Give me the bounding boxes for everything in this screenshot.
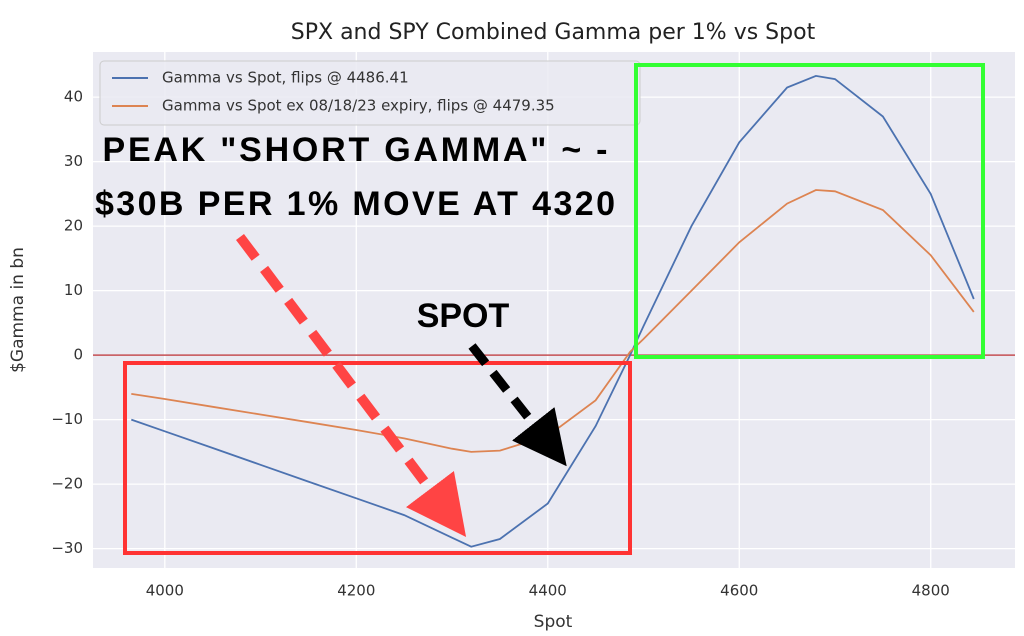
- legend-label: Gamma vs Spot, flips @ 4486.41: [162, 69, 409, 87]
- x-tick-label: 4800: [912, 582, 950, 600]
- x-tick-label: 4000: [146, 582, 184, 600]
- annotation: SPOT: [417, 297, 510, 335]
- y-tick-label: −10: [51, 410, 83, 428]
- arrow: [236, 233, 467, 537]
- chart-title: SPX and SPY Combined Gamma per 1% vs Spo…: [291, 20, 816, 45]
- plot-area: [93, 52, 1015, 568]
- y-tick-label: 40: [64, 88, 83, 106]
- arrow: [468, 343, 567, 467]
- legend-box: [99, 60, 641, 126]
- y-axis-label: $Gamma in bn: [8, 247, 28, 373]
- annotation: $30B PER 1% MOVE AT 4320: [95, 185, 615, 223]
- highlight-box: [634, 63, 985, 359]
- annotation: PEAK "SHORT GAMMA" ~ -: [103, 131, 608, 169]
- y-tick-label: −20: [51, 475, 83, 493]
- x-axis-label: Spot: [534, 612, 573, 632]
- y-tick-label: 30: [64, 152, 83, 170]
- y-tick-label: −30: [51, 539, 83, 557]
- series-line: [131, 74, 975, 548]
- highlight-box: [123, 361, 632, 555]
- x-tick-label: 4200: [337, 582, 375, 600]
- y-tick-label: 0: [73, 346, 83, 364]
- legend-label: Gamma vs Spot ex 08/18/23 expiry, flips …: [162, 97, 555, 115]
- y-tick-label: 20: [64, 217, 83, 235]
- series-line: [131, 189, 975, 453]
- y-tick-label: 10: [64, 281, 83, 299]
- x-tick-label: 4600: [720, 582, 758, 600]
- x-tick-label: 4400: [529, 582, 567, 600]
